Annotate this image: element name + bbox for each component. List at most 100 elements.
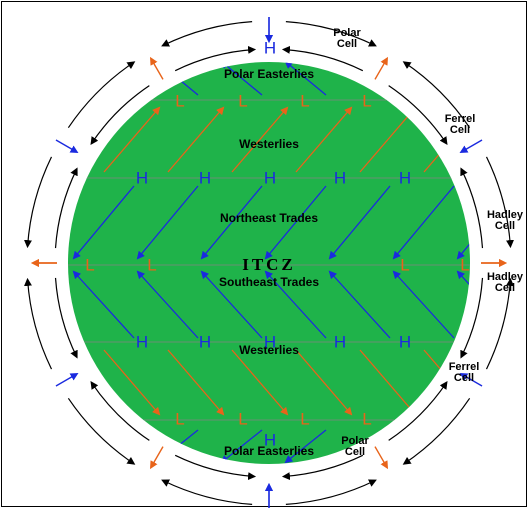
circulation-arrow <box>161 479 253 506</box>
circulation-arrow <box>388 381 448 441</box>
cell-label: Cell <box>454 372 474 384</box>
cell-label: Cell <box>495 282 515 294</box>
pressure-letter: L <box>175 91 184 110</box>
pressure-letter: L <box>460 255 469 274</box>
wind-arrow <box>392 270 455 339</box>
wind-arrow <box>478 62 518 95</box>
cell-label: Ferrel <box>449 361 480 373</box>
circulation-arrow <box>174 45 257 72</box>
wind-arrow <box>68 349 97 416</box>
wind-band-label: Westerlies <box>239 343 299 357</box>
wind-band-label: Polar Easterlies <box>224 67 314 81</box>
wind-arrow <box>284 62 327 96</box>
cell-label: Cell <box>345 446 365 458</box>
wind-band-label: Southeast Trades <box>219 275 319 289</box>
circulation-arrow <box>485 156 514 249</box>
wind-arrow <box>220 429 263 464</box>
circulation-arrow <box>402 61 471 129</box>
circulation-arrow <box>90 381 150 441</box>
boundary-arrow <box>374 56 389 80</box>
wind-arrow <box>359 349 417 416</box>
wind-arrow <box>295 106 353 173</box>
circulation-arrow <box>281 454 364 481</box>
circulation-arrow <box>281 45 364 72</box>
pressure-letter: L <box>362 409 371 428</box>
pressure-letter: H <box>399 168 411 187</box>
wind-arrow <box>488 108 528 172</box>
pressure-letter: L <box>400 255 409 274</box>
pressure-letter: L <box>300 91 309 110</box>
boundary-arrow <box>374 446 389 470</box>
cell-label: Polar <box>341 435 369 447</box>
circulation-arrow <box>67 61 136 129</box>
wind-arrow <box>200 270 263 339</box>
boundary-arrow <box>149 56 164 80</box>
circulation-arrow <box>460 167 484 249</box>
wind-arrow <box>136 185 199 260</box>
circulation <box>24 17 514 508</box>
pressure-letter: H <box>264 332 276 351</box>
cell-label: Cell <box>495 220 515 232</box>
circulation-arrow <box>460 277 484 359</box>
pressure-letter: H <box>136 168 148 187</box>
wind-arrow <box>478 430 518 462</box>
wind-arrow <box>264 185 327 260</box>
wind-arrow <box>103 106 161 173</box>
cell-label: Cell <box>450 124 470 136</box>
wind-arrow <box>68 185 71 259</box>
pressure-letter: H <box>264 38 276 57</box>
circulation-arrow <box>54 167 78 249</box>
wind-arrow <box>136 270 199 339</box>
circulation-arrow <box>388 85 448 145</box>
wind-arrow <box>220 62 263 96</box>
wind-arrow <box>456 185 470 260</box>
wind-arrow <box>284 429 327 464</box>
wind-band-label: Polar Easterlies <box>224 444 314 458</box>
wind-band-label: ITCZ <box>242 255 296 274</box>
pressure-letter: H <box>136 332 148 351</box>
wind-arrow <box>456 270 470 339</box>
wind-arrow <box>68 429 71 463</box>
earth <box>68 62 470 464</box>
circulation-arrow <box>67 397 136 465</box>
circulation-arrow <box>24 277 53 370</box>
pressure-letter: L <box>238 409 247 428</box>
wind-arrow <box>167 349 225 416</box>
boundary-arrow <box>459 139 483 154</box>
pressure-letter: L <box>175 409 184 428</box>
wind-arrow <box>72 185 135 260</box>
pressure-letter: H <box>334 168 346 187</box>
labels: Polar Easterlies Westerlies Northeast Trad… <box>85 27 524 458</box>
pressure-letter: H <box>264 168 276 187</box>
wind-arrow <box>68 271 71 339</box>
wind-arrow <box>488 350 528 414</box>
wind-arrow <box>200 185 263 260</box>
boundary-arrow <box>149 446 164 470</box>
wind-arrow <box>72 270 135 339</box>
boundary-arrow <box>55 139 79 153</box>
wind-arrow <box>328 270 391 339</box>
wind-band-label: Westerlies <box>239 137 299 151</box>
cell-label: Hadley <box>487 209 524 221</box>
wind-arrow <box>412 429 455 464</box>
pressure-letter: H <box>199 332 211 351</box>
wind-arrow <box>167 106 225 173</box>
circulation-arrow <box>174 454 257 481</box>
wind-arrow <box>68 62 71 96</box>
wind-arrow <box>359 106 417 173</box>
pressure-letter: H <box>264 430 276 449</box>
circulation-arrow <box>90 85 150 145</box>
pressure-letter: L <box>300 409 309 428</box>
wind-arrow <box>392 185 455 260</box>
circulation-arrow <box>24 156 53 249</box>
pressure-letter: L <box>362 91 371 110</box>
wind-arrow <box>92 429 135 464</box>
circulation-arrow <box>285 479 377 506</box>
wind-band-label: Northeast Trades <box>220 211 318 225</box>
wind-arrow <box>231 349 289 416</box>
pressure-letter: H <box>334 332 346 351</box>
pressure-letter: L <box>147 255 156 274</box>
circulation-arrow <box>485 277 514 370</box>
